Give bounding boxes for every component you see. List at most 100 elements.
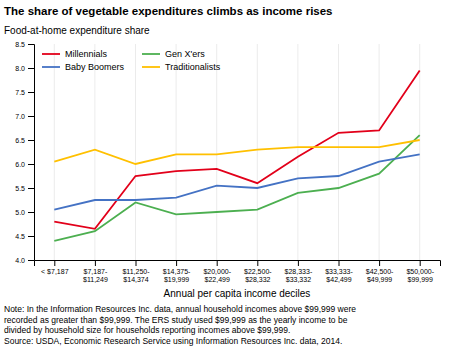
grid-line bbox=[54, 44, 55, 260]
grid-line bbox=[257, 44, 258, 260]
x-tick-label-line: $42,499 bbox=[326, 276, 351, 283]
y-tick-mark bbox=[28, 92, 34, 93]
legend-swatch bbox=[142, 53, 160, 55]
x-tick: $50,000-$99,999 bbox=[406, 260, 434, 283]
x-tick: $14,375-$19,999 bbox=[163, 260, 191, 283]
legend-swatch bbox=[42, 53, 60, 55]
y-tick-mark bbox=[28, 236, 34, 237]
x-tick-mark bbox=[298, 260, 299, 266]
x-tick-label-line: $28,333- bbox=[285, 268, 313, 275]
y-tick: 6.5 bbox=[15, 137, 34, 144]
x-tick-label-line: $14,374 bbox=[123, 276, 148, 283]
series-line bbox=[54, 135, 419, 241]
x-tick-label: $22,500-$28,332 bbox=[244, 268, 272, 283]
y-tick: 4.5 bbox=[15, 233, 34, 240]
grid-line bbox=[379, 44, 380, 260]
series-line bbox=[54, 154, 419, 209]
y-axis-line bbox=[28, 45, 35, 261]
legend-item: Millennials bbox=[42, 49, 108, 59]
y-tick: 8.5 bbox=[15, 41, 34, 48]
x-tick-label-line: $33,332 bbox=[286, 276, 311, 283]
x-tick: $20,000-$22,499 bbox=[203, 260, 231, 283]
x-tick-label-line: $14,375- bbox=[163, 268, 191, 275]
x-tick: $33,333-$42,499 bbox=[325, 260, 353, 283]
x-tick-label-line: $42,500- bbox=[366, 268, 394, 275]
series-line bbox=[54, 140, 419, 164]
y-tick-mark bbox=[28, 116, 34, 117]
grid-line bbox=[419, 44, 420, 260]
x-tick: $42,500-$49,999 bbox=[366, 260, 394, 283]
y-tick: 4.0 bbox=[15, 257, 34, 264]
x-axis: < $7,187$7,187-$11,249$11,250-$14,374$14… bbox=[35, 260, 441, 283]
y-tick-label: 8.5 bbox=[15, 41, 25, 48]
y-tick-label: 5.5 bbox=[15, 185, 25, 192]
x-tick-label: $11,250-$14,374 bbox=[122, 268, 150, 283]
note: Source: USDA, Economic Research Service … bbox=[4, 336, 342, 346]
x-tick-label: $20,000-$22,499 bbox=[203, 268, 231, 283]
x-tick-label-line: $7,187- bbox=[84, 268, 108, 275]
legend-label: Gen X'ers bbox=[165, 49, 205, 59]
y-tick: 7.5 bbox=[15, 89, 34, 96]
y-tick: 5.5 bbox=[15, 185, 34, 192]
x-tick-label-line: $28,332 bbox=[245, 276, 270, 283]
x-tick-mark bbox=[257, 260, 258, 266]
y-tick-mark bbox=[28, 164, 34, 165]
grid-line bbox=[216, 44, 217, 260]
title: The share of vegetable expenditures clim… bbox=[4, 5, 333, 17]
grid bbox=[54, 44, 419, 260]
y-tick-label: 6.5 bbox=[15, 137, 25, 144]
x-tick-label: $28,333-$33,332 bbox=[285, 268, 313, 283]
grid-line bbox=[135, 44, 136, 260]
legend-label: Millennials bbox=[65, 49, 108, 59]
x-tick-label-line: $20,000- bbox=[203, 268, 231, 275]
y-axis-title: Food-at-home expenditure share bbox=[4, 25, 150, 36]
y-tick-label: 7.5 bbox=[15, 89, 25, 96]
x-tick: $22,500-$28,332 bbox=[244, 260, 272, 283]
grid-line bbox=[338, 44, 339, 260]
legend-item: Gen X'ers bbox=[142, 49, 205, 59]
legend-swatch bbox=[42, 66, 60, 68]
y-tick-mark bbox=[28, 140, 34, 141]
y-tick-mark bbox=[28, 260, 34, 261]
x-tick-label-line: $49,999 bbox=[367, 276, 392, 283]
grid-line bbox=[176, 44, 177, 260]
grid-line bbox=[297, 44, 298, 260]
legend-item: Baby Boomers bbox=[42, 62, 125, 72]
y-tick-label: 4.5 bbox=[15, 233, 25, 240]
x-tick-mark bbox=[95, 260, 96, 266]
x-tick: < $7,187 bbox=[41, 260, 69, 275]
x-tick-label-line: $33,333- bbox=[325, 268, 353, 275]
note: divided by household size for households… bbox=[4, 325, 290, 335]
y-axis: 4.0 4.5 5.0 5.5 6.0 6.5 7.0 7.5 8.0 8.5 bbox=[15, 41, 34, 264]
x-tick-label: < $7,187 bbox=[41, 268, 69, 275]
x-tick-label-line: $99,999 bbox=[408, 276, 433, 283]
y-tick-label: 8.0 bbox=[15, 65, 25, 72]
x-tick: $11,250-$14,374 bbox=[122, 260, 150, 283]
x-axis-line bbox=[35, 261, 441, 267]
note: recorded as greater than $99,999. The ER… bbox=[4, 315, 348, 325]
x-tick-label-line: < $7,187 bbox=[41, 268, 69, 275]
x-tick-label: $33,333-$42,499 bbox=[325, 268, 353, 283]
x-tick-mark bbox=[176, 260, 177, 266]
x-tick-mark bbox=[54, 260, 55, 266]
y-tick: 5.0 bbox=[15, 209, 34, 216]
legend: Millennials Gen X'ers Baby Boomers Traditio… bbox=[42, 49, 221, 72]
x-tick-mark bbox=[420, 260, 421, 266]
y-tick: 6.0 bbox=[15, 161, 34, 168]
x-tick-label: $42,500-$49,999 bbox=[366, 268, 394, 283]
x-tick-label-line: $11,250- bbox=[122, 268, 150, 275]
chart-svg: The share of vegetable expenditures clim… bbox=[0, 0, 450, 355]
x-tick: $28,333-$33,332 bbox=[285, 260, 313, 283]
x-tick-label-line: $22,500- bbox=[244, 268, 272, 275]
legend-swatch bbox=[142, 66, 160, 68]
x-tick-label-line: $19,999 bbox=[164, 276, 189, 283]
y-tick-label: 7.0 bbox=[15, 113, 25, 120]
y-tick-label: 5.0 bbox=[15, 209, 25, 216]
x-axis-title: Annual per capita income deciles bbox=[164, 288, 311, 299]
x-tick: $7,187-$11,249 bbox=[83, 260, 108, 283]
legend-item: Traditionalists bbox=[142, 62, 221, 72]
y-tick: 8.0 bbox=[15, 65, 34, 72]
y-tick-label: 4.0 bbox=[15, 257, 25, 264]
note: Note: In the Information Resources Inc. … bbox=[4, 304, 356, 314]
legend-label: Baby Boomers bbox=[65, 62, 125, 72]
